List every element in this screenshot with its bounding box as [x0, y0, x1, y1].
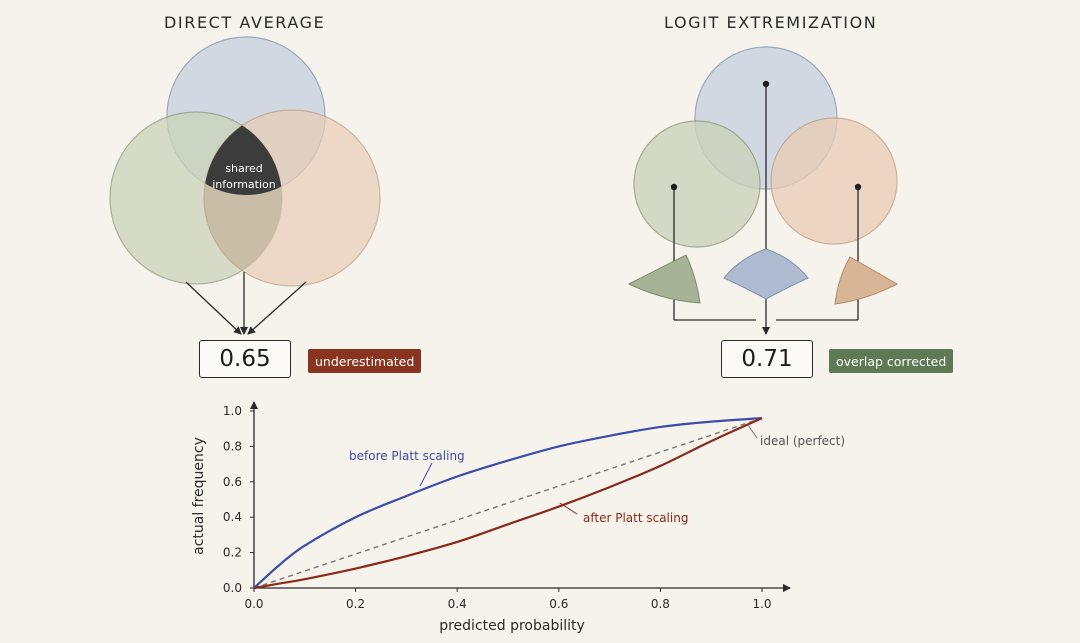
x-tick-label: 0.6: [549, 597, 568, 611]
logit-extremization-title: LOGIT EXTREMIZATION: [664, 13, 878, 32]
x-tick-label: 0.8: [651, 597, 670, 611]
logit-anchor-dots: [670, 80, 862, 191]
before-platt-curve: [253, 416, 763, 589]
ideal-line: [253, 417, 763, 589]
shared-information-label-1: shared: [225, 162, 262, 175]
venn-circle-orange: [770, 117, 898, 245]
y-tick-label: 1.0: [223, 404, 242, 418]
y-tick-label: 0.6: [223, 475, 242, 489]
ideal-label-leader: [747, 424, 758, 439]
ideal-label: ideal (perfect): [760, 434, 845, 448]
y-tick-label: 0.0: [223, 581, 242, 595]
logit-extremization-value: 0.71: [721, 340, 813, 378]
direct-average-venn: shared information: [109, 36, 381, 287]
before-platt-label: before Platt scaling: [349, 449, 465, 463]
shared-information-label-2: information: [212, 178, 276, 191]
calibration-chart: 0.0 0.2 0.4 0.6 0.8 1.0 0.0 0.2 0.4 0.6 0.8 1.0 be…: [191, 401, 845, 634]
direct-average-value: 0.65: [199, 340, 291, 378]
x-tick-label: 1.0: [752, 597, 771, 611]
x-tick-label: 0.4: [448, 597, 467, 611]
extremized-green-piece: [627, 254, 701, 304]
x-axis-label: predicted probability: [439, 618, 585, 634]
x-tick-label: 0.2: [346, 597, 365, 611]
direct-average-title: DIRECT AVERAGE: [164, 13, 326, 32]
before-label-leader: [419, 462, 433, 487]
x-tick-labels: 0.0 0.2 0.4 0.6 0.8 1.0: [244, 588, 772, 611]
x-tick-label: 0.0: [244, 597, 263, 611]
direct-average-arrows: [185, 272, 307, 335]
y-tick-label: 0.4: [223, 510, 242, 524]
y-tick-label: 0.2: [223, 546, 242, 560]
y-tick-labels: 0.0 0.2 0.4 0.6 0.8 1.0: [223, 404, 254, 595]
after-label-leader: [559, 502, 578, 515]
after-platt-curve: [253, 417, 763, 590]
extremized-orange-piece: [834, 256, 899, 305]
extremized-blue-piece: [723, 248, 809, 300]
y-axis-label: actual frequency: [191, 437, 207, 555]
underestimated-badge: underestimated: [308, 349, 422, 373]
y-tick-label: 0.8: [223, 439, 242, 453]
after-platt-label: after Platt scaling: [583, 511, 688, 525]
overlap-corrected-badge: overlap corrected: [829, 349, 954, 373]
venn-circle-green: [633, 120, 761, 248]
